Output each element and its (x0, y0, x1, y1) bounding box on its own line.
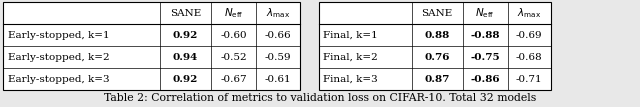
Text: $\lambda_{\mathrm{max}}$: $\lambda_{\mathrm{max}}$ (517, 6, 541, 20)
Text: -0.52: -0.52 (220, 53, 247, 62)
Text: -0.68: -0.68 (516, 53, 543, 62)
Text: Early-stopped, k=1: Early-stopped, k=1 (8, 31, 109, 40)
Text: -0.61: -0.61 (264, 75, 291, 84)
Text: Final, k=2: Final, k=2 (323, 53, 378, 62)
Text: Table 2: Correlation of metrics to validation loss on CIFAR-10. Total 32 models: Table 2: Correlation of metrics to valid… (104, 93, 536, 103)
Text: -0.66: -0.66 (264, 31, 291, 40)
Text: -0.67: -0.67 (220, 75, 247, 84)
Text: -0.88: -0.88 (470, 31, 500, 40)
Text: SANE: SANE (422, 9, 452, 18)
Text: Final, k=1: Final, k=1 (323, 31, 378, 40)
Text: -0.86: -0.86 (470, 75, 500, 84)
Bar (319, 2, 551, 90)
Text: -0.71: -0.71 (516, 75, 543, 84)
Text: 0.92: 0.92 (173, 75, 198, 84)
Text: -0.75: -0.75 (470, 53, 500, 62)
Text: -0.60: -0.60 (220, 31, 247, 40)
Text: $\lambda_{\mathrm{max}}$: $\lambda_{\mathrm{max}}$ (266, 6, 290, 20)
Text: Early-stopped, k=3: Early-stopped, k=3 (8, 75, 109, 84)
Text: $N_{\mathrm{eff}}$: $N_{\mathrm{eff}}$ (224, 6, 243, 20)
Text: 0.76: 0.76 (424, 53, 450, 62)
Text: -0.59: -0.59 (264, 53, 291, 62)
Text: 0.87: 0.87 (424, 75, 450, 84)
Text: SANE: SANE (170, 9, 201, 18)
Text: 0.88: 0.88 (424, 31, 450, 40)
Text: 0.92: 0.92 (173, 31, 198, 40)
Text: Early-stopped, k=2: Early-stopped, k=2 (8, 53, 109, 62)
Text: -0.69: -0.69 (516, 31, 543, 40)
Text: Final, k=3: Final, k=3 (323, 75, 378, 84)
Text: 0.94: 0.94 (173, 53, 198, 62)
Text: $N_{\mathrm{eff}}$: $N_{\mathrm{eff}}$ (476, 6, 495, 20)
Bar (3, 2, 300, 90)
